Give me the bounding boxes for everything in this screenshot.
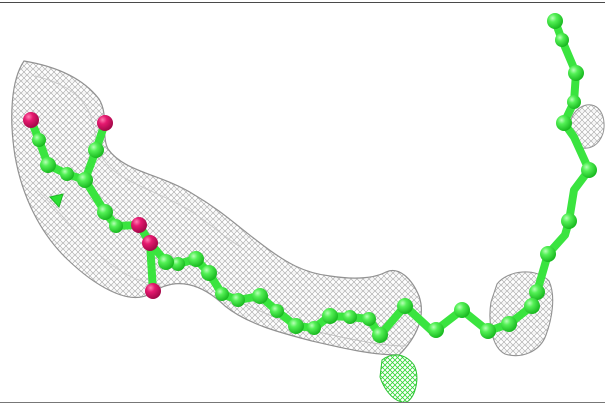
ligand-atoms (23, 13, 597, 343)
top-border-line (0, 2, 605, 3)
bottom-border-line (0, 402, 605, 403)
green-density-fragments (49, 193, 418, 403)
